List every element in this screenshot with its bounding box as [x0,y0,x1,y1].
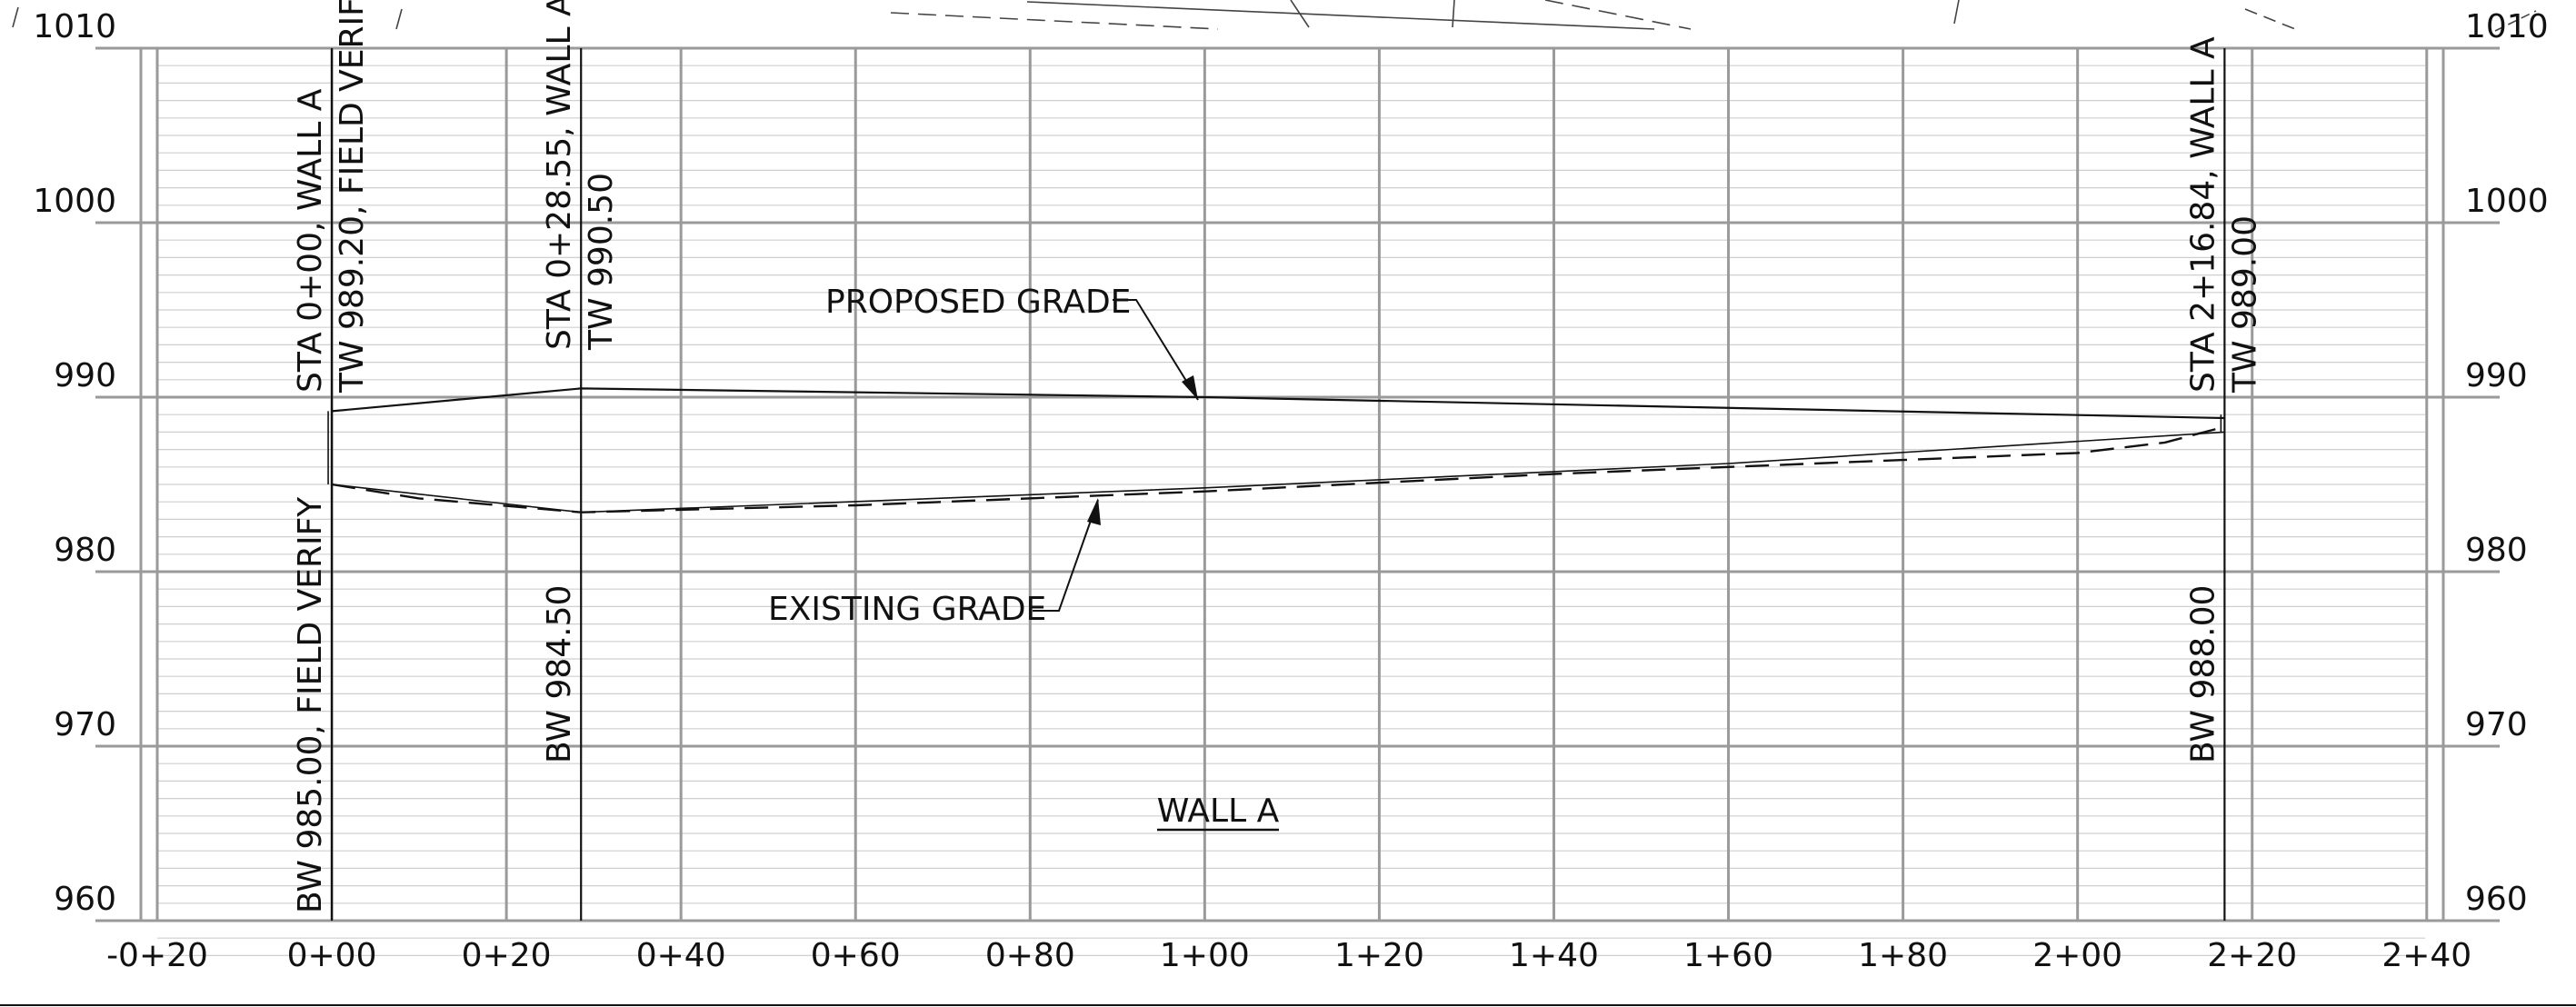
proposed-grade-line [332,387,2225,420]
station-label: 0+60 [811,937,901,974]
existing-grade-callout: EXISTING GRADE [768,498,1101,628]
bottom-of-wall-line [332,431,2225,513]
existing-grade-arrowhead [1087,498,1101,525]
station-label: 2+40 [2381,937,2471,974]
top-of-wall-label: TW 990.50 [583,173,620,351]
elevation-label-right: 980 [2465,532,2528,569]
station-label: -0+20 [106,937,208,974]
bottom-of-wall-label: BW 988.00 [2184,585,2222,763]
proposed-grade-label: PROPOSED GRADE [825,284,1131,321]
elevation-label-left: 990 [54,357,116,394]
elevation-label-left: 980 [54,532,116,569]
existing-grade-label: EXISTING GRADE [768,591,1046,628]
elevation-label-right: 1000 [2465,183,2549,220]
station-label: 0+20 [462,937,552,974]
plan-view-fragments [12,0,2537,32]
elevation-label-left: 1010 [33,8,116,45]
proposed-grade-leader [1113,299,1199,401]
top-of-wall-label: TW 989.20, FIELD VERIFY [334,0,371,394]
drawing-title: WALL A [1157,793,1280,830]
proposed-grade-arrowhead [1182,375,1198,400]
elevation-label-right: 990 [2465,357,2528,394]
bottom-of-wall-label: BW 984.50 [541,585,578,763]
station-labels: -0+20 0+00 0+20 0+40 0+60 0+80 1+00 1+20 1+40 1+6… [106,937,2471,974]
elevation-label-left: 970 [54,706,116,743]
bottom-of-wall-label: BW 985.00, FIELD VERIFY [292,496,329,913]
grade-lines [327,387,2225,513]
station-label: 0+80 [985,937,1075,974]
top-of-wall-label: TW 989.00 [2226,215,2263,394]
elevation-label-left: 960 [54,881,116,918]
station-label: 1+40 [1509,937,1599,974]
station-label: 2+00 [2032,937,2122,974]
station-label: 0+00 [287,937,377,974]
wall-station-label: STA 2+16.84, WALL A [2184,36,2222,393]
station-label: 2+20 [2207,937,2297,974]
elevation-labels-right: 1010 1000 990 980 970 960 [2465,8,2549,918]
existing-grade-leader [1033,499,1099,612]
wall-station-label: STA 0+28.55, WALL A [541,0,578,350]
existing-grade-line [331,425,2225,513]
elevation-label-right: 970 [2465,706,2528,743]
wall-station-lines [330,48,2226,921]
minor-grid [157,65,2425,957]
elevation-label-left: 1000 [33,183,116,220]
station-label: 1+80 [1858,937,1948,974]
grid-frame [95,48,2500,922]
station-label: 1+00 [1160,937,1250,974]
elevation-label-right: 1010 [2465,8,2549,45]
station-label: 0+40 [636,937,726,974]
station-label: 1+60 [1683,937,1773,974]
elevation-label-right: 960 [2465,881,2528,918]
elevation-labels-left: 1010 1000 990 980 970 960 [33,8,116,918]
station-label: 1+20 [1334,937,1424,974]
proposed-grade-callout: PROPOSED GRADE [825,284,1199,401]
wall-annotations: STA 0+00, WALL A TW 989.20, FIELD VERIFY B… [292,0,2263,913]
drawing-title-block: WALL A [1157,793,1280,832]
wall-station-label: STA 0+00, WALL A [292,88,329,393]
